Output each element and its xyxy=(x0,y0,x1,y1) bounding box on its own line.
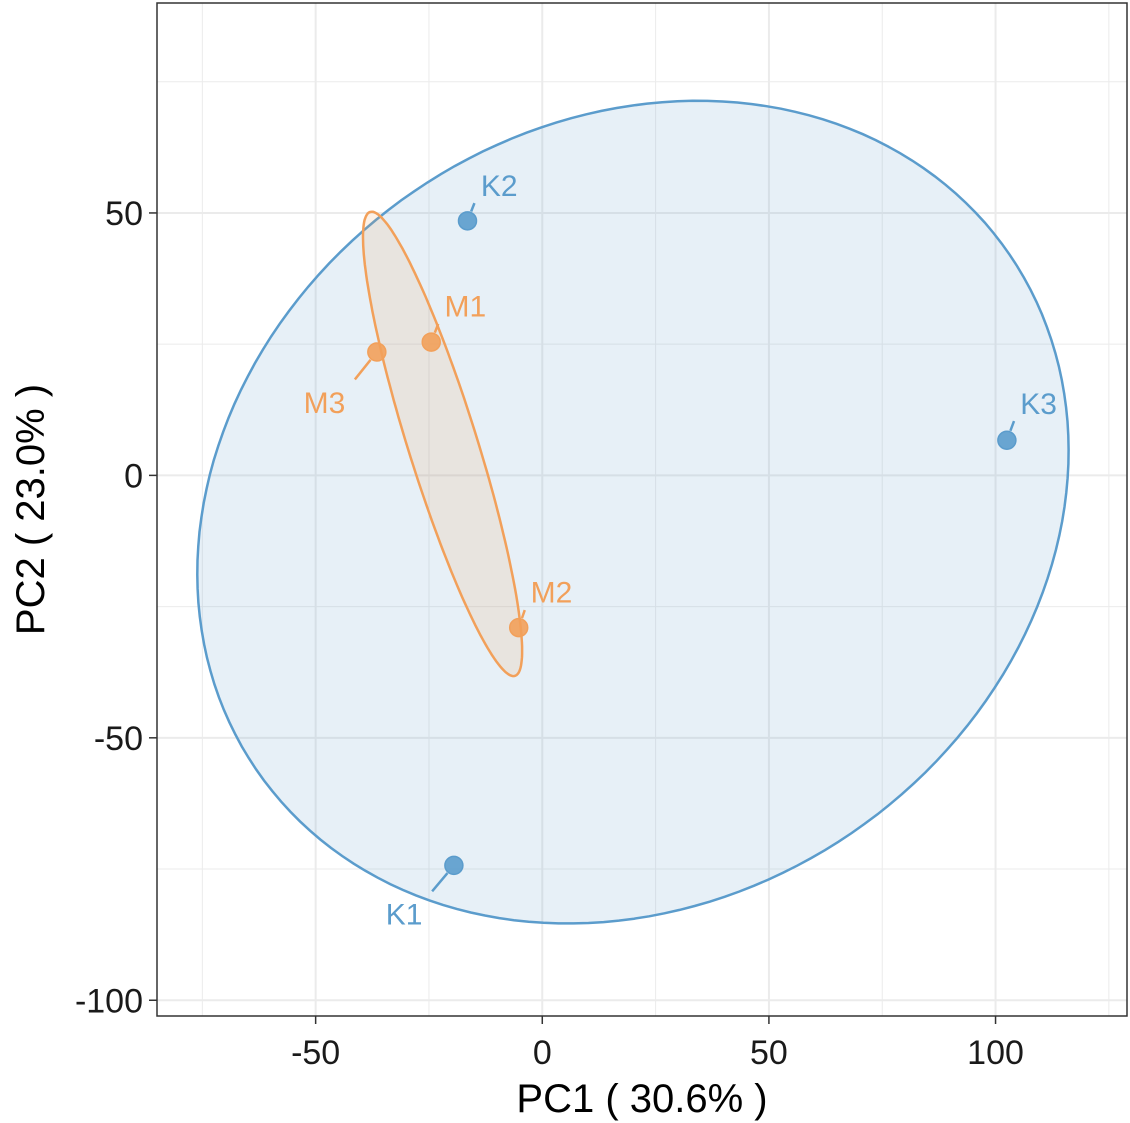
y-tick-label: -100 xyxy=(75,982,143,1020)
y-axis-title: PC2 ( 23.0% ) xyxy=(9,384,53,635)
point-labels: K1 K2 K3 M1 M2 M3 xyxy=(304,170,1057,932)
confidence-ellipse-2 xyxy=(361,210,524,678)
point-label-m1: M1 xyxy=(445,291,487,324)
panel-frame xyxy=(156,2,1128,1017)
grid-lines xyxy=(157,3,1127,1016)
data-points xyxy=(367,211,1017,876)
x-axis-title: PC1 ( 30.6% ) xyxy=(516,1077,767,1121)
y-tick-label: -50 xyxy=(94,720,143,758)
x-tick-label: 50 xyxy=(750,1034,788,1072)
point-k2 xyxy=(457,211,478,231)
point-k3 xyxy=(997,430,1017,450)
leader-line-m1 xyxy=(433,323,440,334)
y-tick-label: 50 xyxy=(105,195,143,233)
point-label-k1: K1 xyxy=(386,899,423,932)
panel-border xyxy=(156,2,1128,1017)
point-label-m3: M3 xyxy=(304,387,346,420)
point-label-m2: M2 xyxy=(531,577,573,610)
y-tick-label: 0 xyxy=(124,457,143,495)
x-tick-label: 100 xyxy=(967,1034,1024,1072)
point-label-k2: K2 xyxy=(481,170,518,203)
point-k1 xyxy=(444,855,464,876)
y-axis-ticks: -100 -50 0 50 xyxy=(75,195,157,1020)
label-leader-lines xyxy=(353,202,1016,893)
leader-line-k3 xyxy=(1009,420,1016,432)
leader-line-m2 xyxy=(520,609,526,619)
panel-background xyxy=(157,3,1127,1016)
point-label-k3: K3 xyxy=(1020,388,1057,421)
leader-line-k1 xyxy=(431,872,449,893)
leader-line-k2 xyxy=(469,202,476,212)
confidence-ellipses xyxy=(196,99,1070,925)
leader-line-m3 xyxy=(353,359,372,381)
confidence-ellipse-1 xyxy=(196,99,1070,925)
point-m3 xyxy=(367,342,387,362)
plot-panel xyxy=(157,3,1127,1016)
x-tick-label: -50 xyxy=(291,1034,340,1072)
point-m1 xyxy=(421,332,441,352)
point-m2 xyxy=(508,617,529,638)
x-axis-ticks: -50 0 50 100 xyxy=(291,1016,1024,1072)
x-tick-label: 0 xyxy=(533,1034,552,1072)
